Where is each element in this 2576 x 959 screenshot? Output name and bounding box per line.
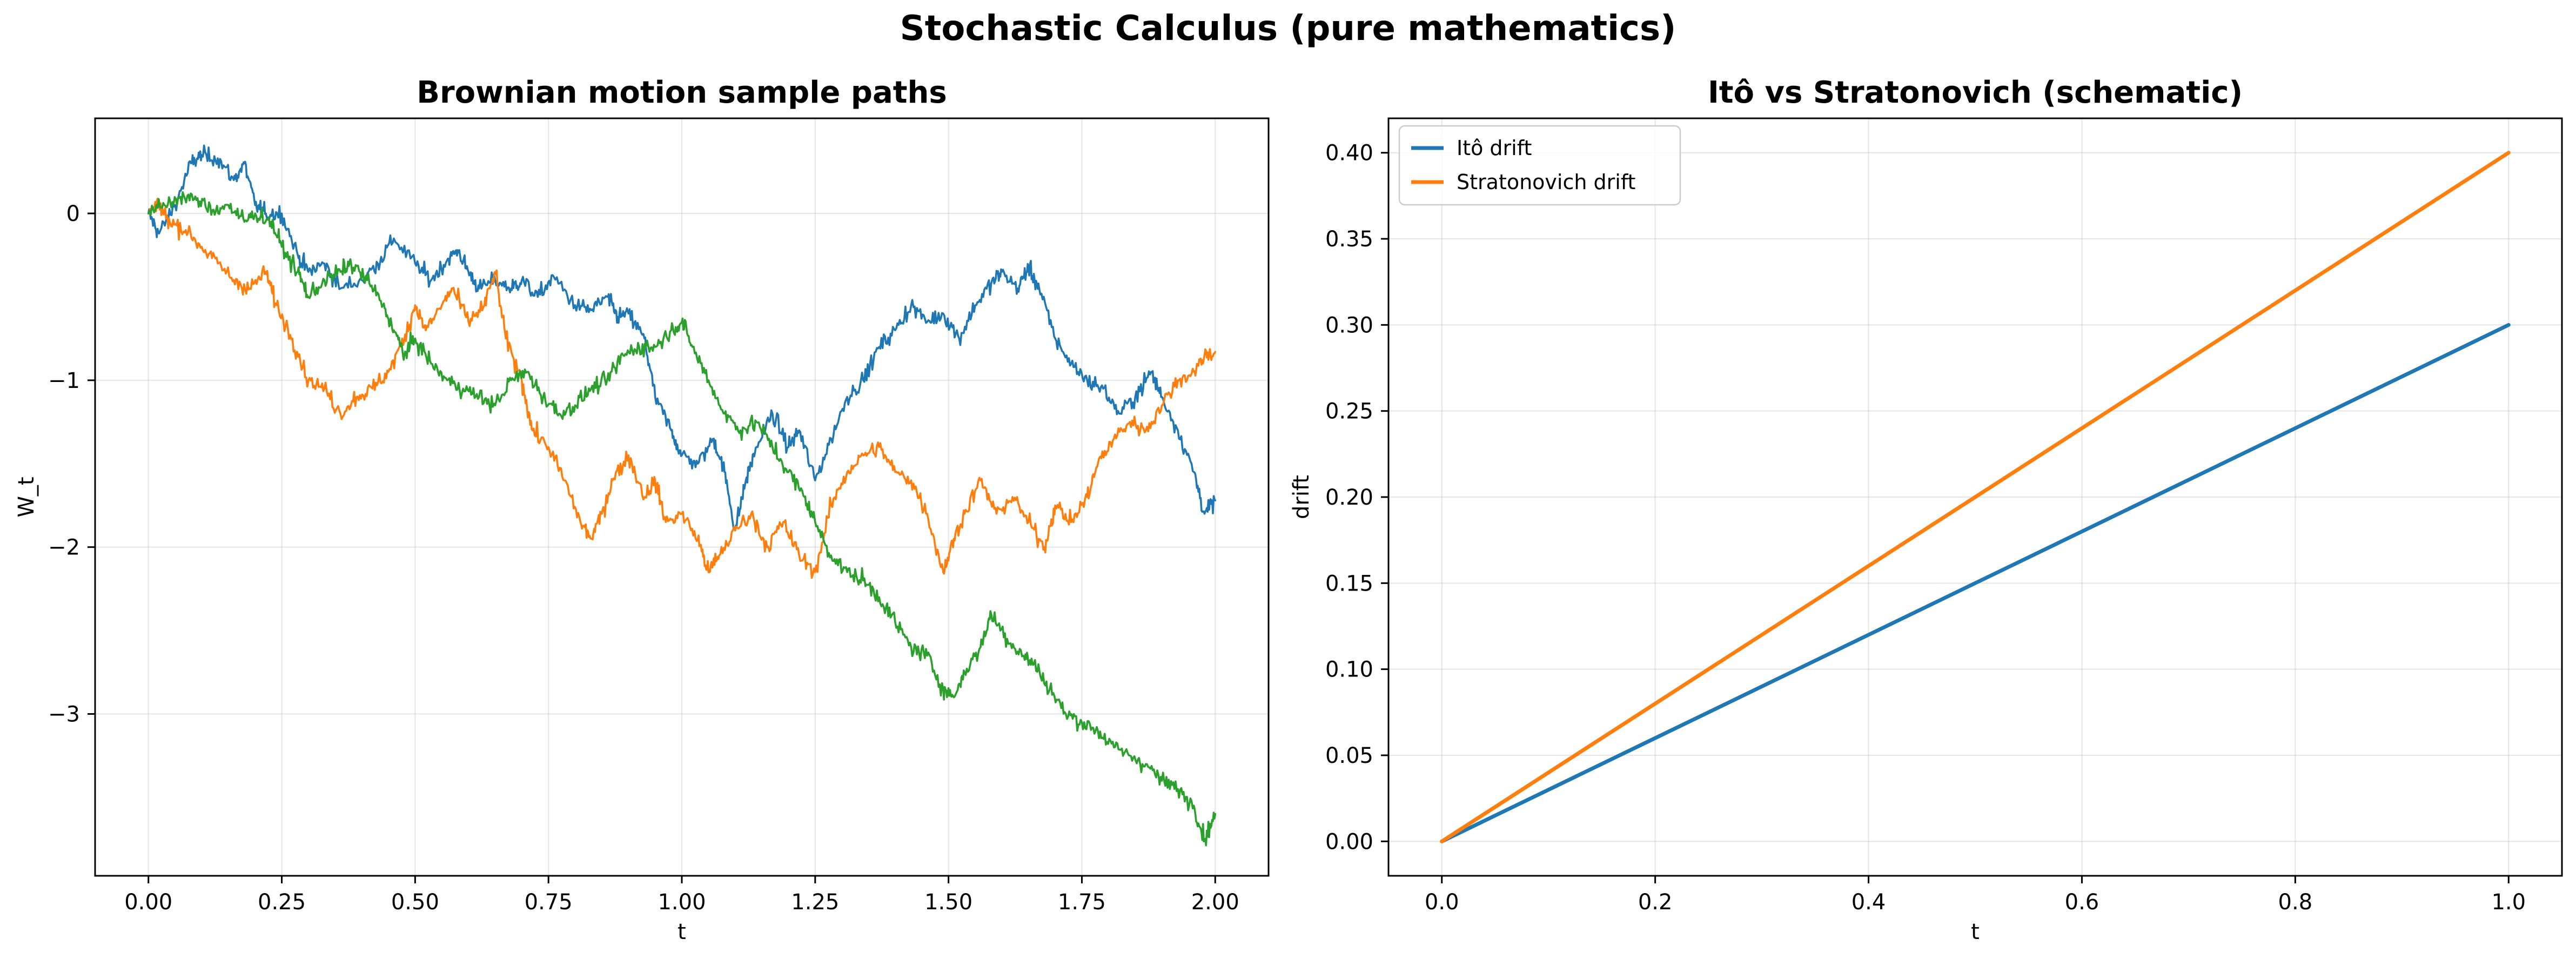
drift-y-tick-label: 0.15: [1325, 571, 1373, 596]
brownian-motion-panel: 0.00 0.25 0.50 0.75 1.00 1.25 1.50 1.75 2.00 0 −1…: [14, 75, 1270, 944]
ito-stratonovich-panel: 0.0 0.2 0.4 0.6 0.8 1.0 0.000.050.100.150.200…: [1289, 75, 2563, 944]
brownian-grid: [95, 118, 1269, 876]
legend-label-stratonovich: Stratonovich drift: [1457, 170, 1635, 194]
drift-x-axis-label: t: [1971, 920, 1980, 944]
brownian-x-tick-label: 0.00: [124, 890, 172, 915]
drift-x-ticks: 0.0 0.2 0.4 0.6 0.8 1.0: [1425, 876, 2526, 915]
drift-y-tick-label: 0.40: [1325, 141, 1373, 166]
drift-x-tick-label: 0.4: [1852, 890, 1886, 915]
brownian-y-ticks: 0 −1 −2 −3: [48, 202, 95, 727]
drift-y-tick-label: 0.20: [1325, 485, 1373, 510]
drift-series-line-1: [1440, 323, 2511, 843]
brownian-y-tick-label: −2: [48, 535, 80, 560]
drift-y-ticks: 0.00 0.05 0.10 0.15 0.20 0.25 0.30 0.35 0.40: [1325, 141, 1388, 854]
brownian-chart-title: Brownian motion sample paths: [417, 75, 947, 110]
brownian-y-axis-label: W_t: [14, 477, 39, 517]
drift-x-tick-label: 0.6: [2065, 890, 2099, 915]
drift-series-layer: [1440, 151, 2511, 843]
drift-series-line-2: [1440, 151, 2511, 843]
brownian-x-tick-label: 1.50: [924, 890, 972, 915]
brownian-x-tick-label: 0.25: [258, 890, 306, 915]
brownian-x-tick-label: 2.00: [1191, 890, 1239, 915]
drift-chart-title: Itô vs Stratonovich (schematic): [1708, 75, 2243, 110]
drift-y-tick-label: 0.25: [1325, 399, 1373, 424]
brownian-x-tick-label: 1.75: [1058, 890, 1106, 915]
drift-y-tick-label: 0.10: [1325, 658, 1373, 682]
legend-box: [1398, 125, 1681, 206]
brownian-y-tick-label: −1: [48, 368, 80, 393]
legend-label-ito: Itô drift: [1457, 136, 1532, 160]
brownian-series-layer: [147, 144, 1217, 847]
brownian-x-tick-label: 0.75: [525, 890, 573, 915]
brownian-x-axis-label: t: [677, 920, 686, 944]
drift-x-tick-label: 0.2: [1638, 890, 1673, 915]
drift-y-tick-label: 0.35: [1325, 227, 1373, 252]
drift-y-tick-label: 0.30: [1325, 313, 1373, 338]
brownian-x-ticks: 0.00 0.25 0.50 0.75 1.00 1.25 1.50 1.75 2.00: [124, 876, 1239, 915]
drift-x-tick-label: 0.8: [2278, 890, 2313, 915]
drift-x-tick-label: 0.0: [1425, 890, 1459, 915]
drift-y-tick-label: 0.05: [1325, 743, 1373, 768]
brownian-x-tick-label: 1.25: [791, 890, 839, 915]
brownian-series-line-1: [147, 144, 1217, 532]
brownian-y-tick-label: −3: [48, 702, 80, 727]
brownian-y-tick-label: 0: [66, 202, 80, 226]
drift-x-tick-label: 1.0: [2491, 890, 2526, 915]
brownian-x-tick-label: 0.50: [391, 890, 439, 915]
brownian-x-tick-label: 1.00: [658, 890, 706, 915]
brownian-series-line-2: [147, 197, 1217, 579]
drift-grid: [1388, 118, 2562, 876]
legend: Itô drift Stratonovich drift: [1398, 125, 1681, 206]
drift-y-tick-label: 0.00: [1325, 829, 1373, 854]
brownian-series-line-3: [147, 191, 1217, 847]
figure-title: Stochastic Calculus (pure mathematics): [900, 9, 1676, 49]
drift-y-axis-label: drift: [1289, 475, 1314, 519]
